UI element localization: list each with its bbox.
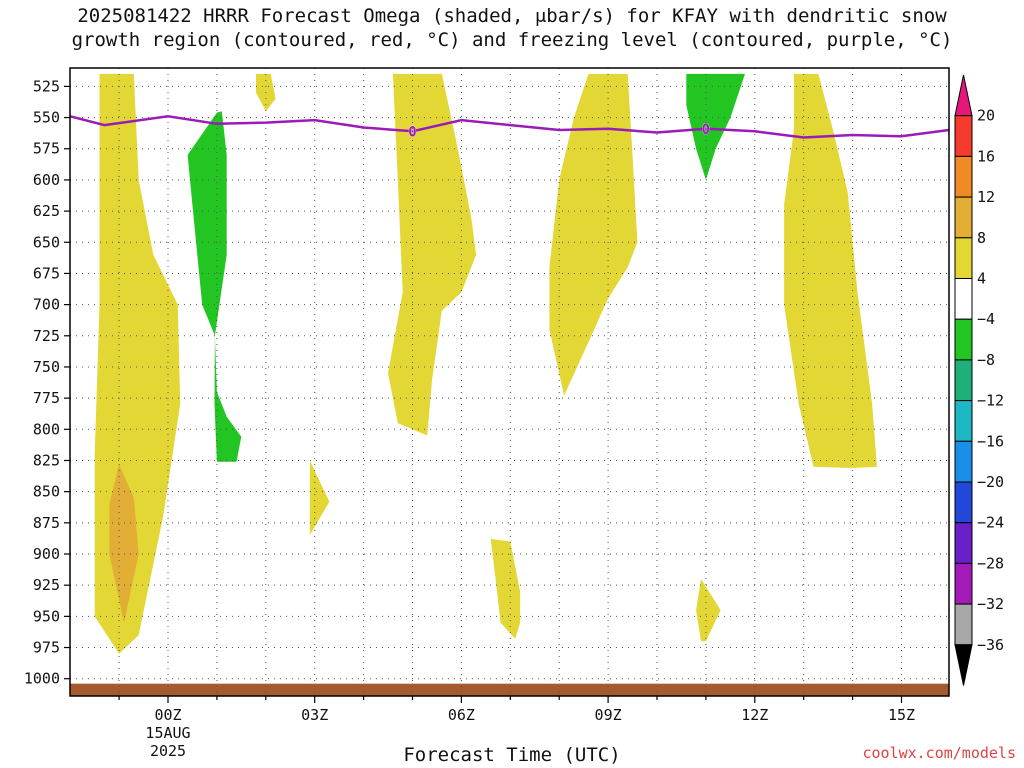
y-tick-label: 625: [33, 202, 60, 220]
colorbar-label: −4: [977, 310, 995, 328]
omega-region-9: [784, 73, 877, 469]
colorbar-label: −32: [977, 595, 1004, 613]
colorbar-label: 12: [977, 188, 995, 206]
freezing-level-label: 0: [408, 124, 416, 140]
y-tick-label: 725: [33, 327, 60, 345]
colorbar-label: −24: [977, 514, 1004, 532]
y-tick-label: 900: [33, 545, 60, 563]
y-axis: 525 550 575 600 625 650 675 700 725 750 775 800 825 8…: [24, 77, 70, 688]
x-tick-sublabel: 15AUG: [145, 724, 190, 742]
colorbar-segment: [954, 278, 973, 320]
x-tick-label: 09Z: [595, 706, 622, 724]
y-tick-label: 675: [33, 264, 60, 282]
y-tick-label: 775: [33, 389, 60, 407]
colorbar-segment: [954, 400, 973, 442]
y-tick-label: 750: [33, 358, 60, 376]
title-line-2: growth region (contoured, red, °C) and f…: [71, 29, 953, 51]
colorbar-bottom-arrow: [954, 644, 973, 686]
colorbar-segment: [954, 237, 973, 280]
y-tick-label: 975: [33, 639, 60, 657]
omega-region-10: [187, 111, 227, 336]
y-tick-label: 1000: [24, 670, 60, 688]
x-tick-label: 15Z: [888, 706, 915, 724]
omega-region-8: [696, 578, 721, 642]
y-tick-label: 650: [33, 233, 60, 251]
colorbar-segment: [954, 155, 973, 198]
omega-region-5: [388, 73, 477, 436]
y-tick-label: 575: [33, 140, 60, 158]
omega-region-4: [309, 460, 330, 536]
colorbar-label: −20: [977, 473, 1004, 491]
x-axis-label: Forecast Time (UTC): [403, 744, 621, 766]
colorbar-segment: [954, 603, 973, 646]
x-tick-label: 00Z: [154, 706, 181, 724]
colorbar-segment: [954, 562, 973, 605]
x-tick-sublabel: 2025: [150, 742, 186, 760]
colorbar-label: −28: [977, 554, 1004, 572]
colorbar-label: 16: [977, 147, 995, 165]
y-tick-label: 850: [33, 483, 60, 501]
y-tick-label: 525: [33, 77, 60, 95]
colorbar-segment: [954, 115, 973, 157]
y-tick-label: 925: [33, 576, 60, 594]
omega-region-7: [549, 73, 638, 396]
colorbar-label: 4: [977, 270, 986, 288]
colorbar-label: 8: [977, 229, 986, 247]
y-tick-label: 825: [33, 451, 60, 469]
y-tick-label: 800: [33, 420, 60, 438]
colorbar-label: −12: [977, 392, 1004, 410]
chart-title: 2025081422 HRRR Forecast Omega (shaded, …: [0, 4, 1024, 52]
colorbar-segment: [954, 196, 973, 239]
y-tick-label: 600: [33, 171, 60, 189]
omega-region-2: [109, 464, 139, 623]
colorbar-top-arrow: [954, 74, 973, 117]
omega-shading-layer: [94, 73, 877, 654]
colorbar: 20 16 12 8 4 −4 −8 −12 −16 −20 −24 −28 −32 −36: [954, 74, 1004, 686]
colorbar-segment: [954, 440, 973, 483]
x-tick-label: 03Z: [301, 706, 328, 724]
credit-text: coolwx.com/models: [862, 744, 1016, 762]
title-line-1: 2025081422 HRRR Forecast Omega (shaded, …: [77, 5, 947, 27]
colorbar-label: −16: [977, 432, 1004, 450]
omega-region-11: [214, 335, 242, 462]
ground-layer: [70, 683, 949, 696]
x-tick-label: 06Z: [448, 706, 475, 724]
omega-region-1: [94, 73, 181, 654]
plot-frame: [69, 67, 950, 697]
colorbar-segment: [954, 359, 973, 402]
freezing-level-line: [69, 115, 950, 139]
colorbar-label: 20: [977, 107, 995, 125]
x-tick-label: 12Z: [741, 706, 768, 724]
omega-region-12: [686, 73, 745, 180]
freezing-level-label: 0: [702, 122, 710, 138]
colorbar-label: −8: [977, 351, 995, 369]
colorbar-segment: [954, 481, 973, 524]
colorbar-label: −36: [977, 636, 1004, 654]
omega-region-6: [490, 539, 521, 639]
y-tick-label: 950: [33, 607, 60, 625]
ground-surface: [70, 683, 949, 696]
colorbar-segment: [954, 522, 973, 564]
y-tick-label: 875: [33, 514, 60, 532]
y-tick-label: 700: [33, 296, 60, 314]
grid-layer: [70, 68, 949, 696]
colorbar-segment: [954, 318, 973, 361]
y-tick-label: 550: [33, 109, 60, 127]
